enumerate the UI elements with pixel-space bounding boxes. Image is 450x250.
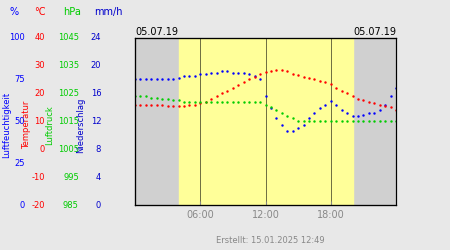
Text: 10: 10 (35, 117, 45, 126)
Text: °C: °C (34, 7, 45, 17)
Bar (179, 38, 352, 205)
Text: 25: 25 (14, 159, 25, 168)
Text: 20: 20 (91, 61, 101, 70)
Text: 1035: 1035 (58, 61, 79, 70)
Text: 995: 995 (63, 172, 79, 182)
Text: Niederschlag: Niederschlag (76, 97, 86, 153)
Text: 40: 40 (35, 33, 45, 42)
Text: 1025: 1025 (58, 89, 79, 98)
Text: 30: 30 (34, 61, 45, 70)
Text: Luftdruck: Luftdruck (45, 105, 54, 145)
Bar (352, 38, 396, 205)
Text: 50: 50 (14, 117, 25, 126)
Text: 1015: 1015 (58, 117, 79, 126)
Bar (135, 38, 179, 205)
Text: 0: 0 (40, 145, 45, 154)
Text: -10: -10 (32, 172, 45, 182)
Text: 8: 8 (96, 145, 101, 154)
Text: 1045: 1045 (58, 33, 79, 42)
Text: 75: 75 (14, 75, 25, 84)
Text: 985: 985 (63, 200, 79, 209)
Text: 1005: 1005 (58, 145, 79, 154)
Text: 0: 0 (96, 200, 101, 209)
Text: mm/h: mm/h (94, 7, 123, 17)
Text: -20: -20 (32, 200, 45, 209)
Text: Temperatur: Temperatur (22, 101, 32, 149)
Text: Luftfeuchtigkeit: Luftfeuchtigkeit (2, 92, 11, 158)
Text: 12: 12 (91, 117, 101, 126)
Text: 24: 24 (91, 33, 101, 42)
Text: hPa: hPa (63, 7, 81, 17)
Text: %: % (9, 7, 18, 17)
Text: 05.07.19: 05.07.19 (353, 27, 396, 37)
Text: Erstellt: 15.01.2025 12:49: Erstellt: 15.01.2025 12:49 (216, 236, 324, 245)
Text: 0: 0 (19, 200, 25, 209)
Text: 16: 16 (90, 89, 101, 98)
Text: 20: 20 (35, 89, 45, 98)
Text: 4: 4 (96, 172, 101, 182)
Text: 100: 100 (9, 33, 25, 42)
Text: 05.07.19: 05.07.19 (135, 27, 178, 37)
